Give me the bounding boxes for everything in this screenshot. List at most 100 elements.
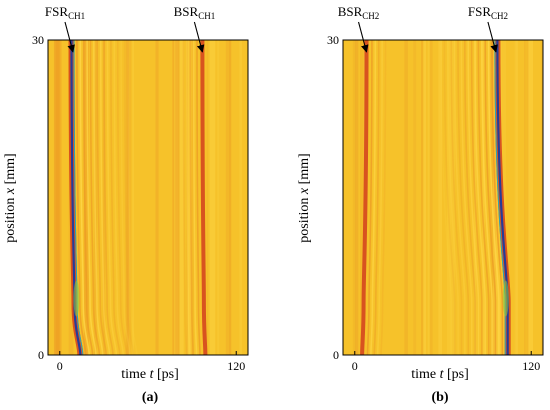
ripple-line	[440, 40, 453, 355]
ripple-band	[125, 40, 129, 355]
x-tick-label: 120	[227, 359, 245, 373]
ripple-line	[376, 40, 383, 355]
x-tick-label: 120	[522, 359, 540, 373]
ripple-line	[487, 40, 500, 355]
ripple-line	[113, 40, 124, 355]
ripple-line	[186, 40, 191, 355]
reflection-core-FSR_CH2	[496, 40, 509, 355]
ripple-band	[541, 40, 543, 355]
ripple-line	[443, 40, 456, 355]
ripple-band	[206, 40, 209, 355]
heatmap-field	[48, 40, 248, 355]
ripple-band	[528, 40, 534, 355]
ripple-band	[54, 40, 61, 355]
ripple-band	[229, 40, 231, 355]
y-tick-label: 30	[32, 33, 44, 47]
reflection-edge-FSR_CH1	[73, 40, 84, 355]
annotation-arrow	[487, 21, 498, 53]
ripple-band	[53, 40, 60, 355]
ripple-line	[366, 40, 373, 355]
ripple-line	[196, 40, 201, 355]
y-tick-label: 0	[38, 348, 44, 362]
ripple-band	[217, 40, 220, 355]
ripple-line	[110, 40, 121, 355]
ripple-line	[86, 40, 97, 355]
x-tick-label: 0	[57, 359, 63, 373]
ripple-band	[427, 40, 430, 355]
ripple-line	[76, 40, 87, 355]
y-axis-label: position x [mm]	[297, 153, 312, 242]
ripple-line	[82, 40, 94, 355]
ripple-line	[123, 40, 135, 355]
ripple-band	[413, 40, 417, 355]
ripple-band	[514, 40, 519, 355]
annotation-BSR-CH2: BSRCH2	[338, 4, 380, 21]
ripple-line	[450, 40, 463, 355]
heatmap-panel-b: position x [mm] time t [ps] (b) 0 120 0 30 B…	[297, 4, 544, 405]
ripple-line	[484, 40, 497, 355]
annotation-BSR-CH1: BSRCH1	[174, 4, 216, 21]
ripple-band	[83, 40, 89, 355]
ripple-line	[79, 40, 90, 355]
ripple-band	[359, 40, 366, 355]
reflection-edge-FSR_CH2	[494, 40, 506, 355]
ripple-line	[127, 40, 138, 355]
ripple-band	[404, 40, 408, 355]
ripple-line	[481, 40, 493, 355]
ripple-band	[186, 40, 189, 355]
reflection-band-BSR_CH2	[360, 40, 369, 355]
ripple-band	[492, 40, 496, 355]
plot-frame	[47, 39, 249, 356]
ripple-line	[464, 40, 476, 355]
ripple-line	[474, 40, 487, 355]
y-tick-label: 30	[327, 33, 339, 47]
ripple-band	[523, 40, 526, 355]
plot-frame	[342, 39, 544, 356]
ripple-band	[515, 40, 518, 355]
ripple-band	[155, 40, 159, 355]
ripple-band	[55, 40, 62, 355]
ripple-band	[450, 40, 456, 355]
heatmap-panel-a: position x [mm] time t [ps] (a) 0 120 0 30F…	[3, 4, 249, 405]
ripple-line	[470, 40, 483, 355]
ripple-band	[128, 40, 130, 355]
ripple-band	[209, 40, 216, 355]
ripple-band	[102, 40, 106, 355]
ripple-line	[491, 40, 504, 355]
ripple-band	[174, 40, 179, 355]
ripple-line	[380, 40, 387, 355]
ripple-band	[354, 40, 359, 355]
ripple-line	[116, 40, 128, 355]
ripple-band	[482, 40, 485, 355]
ripple-line	[103, 40, 114, 355]
annotation-arrow	[64, 21, 75, 53]
x-axis-label: time t [ps]	[121, 367, 179, 382]
ripple-line	[120, 40, 131, 355]
ripple-band	[189, 40, 194, 355]
ripple-line	[192, 40, 198, 355]
ripple-band	[175, 40, 180, 355]
reflection-band-BSR_CH1	[200, 40, 208, 355]
ripple-line	[106, 40, 118, 355]
ripple-line	[457, 40, 470, 355]
y-axis-label: position x [mm]	[3, 153, 18, 242]
ripple-line	[370, 40, 377, 355]
ripple-line	[89, 40, 101, 355]
ripple-band	[225, 40, 232, 355]
ripple-band	[127, 40, 130, 355]
ripple-band	[423, 40, 426, 355]
heatmap-field	[343, 40, 543, 355]
ripple-band	[438, 40, 443, 355]
panel-label-b: (b)	[431, 390, 448, 405]
ripple-line	[477, 40, 490, 355]
ripple-line	[373, 40, 380, 355]
ripple-line	[182, 40, 188, 355]
panel-label-a: (a)	[142, 390, 159, 405]
annotation-arrow	[357, 21, 369, 53]
ripple-band	[187, 40, 192, 355]
ripple-band	[352, 40, 356, 355]
ripple-line	[447, 40, 459, 355]
ripple-band	[502, 40, 507, 355]
ripple-line	[460, 40, 473, 355]
